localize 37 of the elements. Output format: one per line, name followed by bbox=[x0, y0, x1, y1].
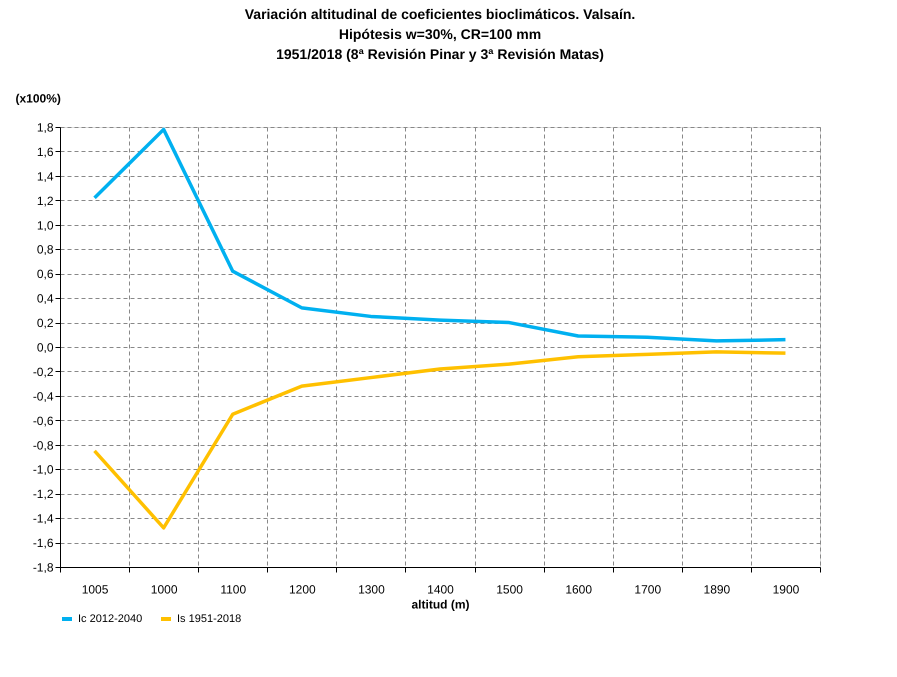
y-tick-label: 0,2 bbox=[36, 316, 54, 330]
y-tick-label: -1,2 bbox=[32, 487, 54, 502]
y-tick-label: -0,4 bbox=[32, 389, 54, 404]
chart-title: Variación altitudinal de coeficientes bioclimáticos. Valsaín. Hipótesis w=30%, CR=100 mm 1951/2018 (8ª Revisión Pinar y 3ª Revisión Matas) bbox=[244, 6, 636, 62]
y-tick-label: 1,2 bbox=[36, 194, 54, 208]
y-tick-label: -1,0 bbox=[32, 462, 54, 477]
y-tick-label: 1,0 bbox=[36, 218, 54, 232]
line-series bbox=[92, 350, 788, 530]
y-tick-label: 0,4 bbox=[36, 292, 54, 306]
line-series bbox=[92, 128, 788, 343]
x-tick-label: 1700 bbox=[634, 582, 662, 596]
y-tick-label: -1,6 bbox=[32, 536, 54, 550]
x-tick-label: 1900 bbox=[772, 582, 800, 596]
y-tick-label: 0,6 bbox=[36, 267, 54, 282]
x-tick-label: 1600 bbox=[565, 582, 592, 596]
y-tick-label: 0,8 bbox=[36, 242, 54, 257]
y-tick-label: 1,8 bbox=[36, 120, 54, 134]
y-axis-title: (x100%) bbox=[16, 92, 61, 106]
x-tick-label: 1200 bbox=[288, 582, 316, 596]
y-tick-label: -1,4 bbox=[32, 512, 54, 526]
legend-label: Is 1951-2018 bbox=[177, 613, 242, 625]
y-tick-label: -1,8 bbox=[32, 560, 54, 574]
x-tick-label: 1890 bbox=[704, 582, 731, 596]
y-tick-label: -0,8 bbox=[32, 438, 54, 452]
x-tick-label: 1000 bbox=[150, 582, 178, 596]
y-tick-label: 1,6 bbox=[36, 144, 54, 159]
y-tick-label: -0,6 bbox=[32, 414, 54, 428]
x-tick-label: 1300 bbox=[358, 582, 386, 596]
y-tick-label: 0,0 bbox=[36, 340, 54, 354]
y-tick-label: -0,2 bbox=[32, 364, 54, 379]
x-tick-label: 1400 bbox=[427, 582, 454, 596]
legend-label: Ic 2012-2040 bbox=[78, 613, 142, 625]
x-tick-label: 1500 bbox=[496, 582, 524, 596]
x-tick-label: 1005 bbox=[82, 582, 109, 596]
x-axis-title: altitud (m) bbox=[412, 598, 470, 612]
x-tick-label: 1100 bbox=[220, 582, 246, 596]
y-tick-label: 1,4 bbox=[36, 169, 54, 184]
